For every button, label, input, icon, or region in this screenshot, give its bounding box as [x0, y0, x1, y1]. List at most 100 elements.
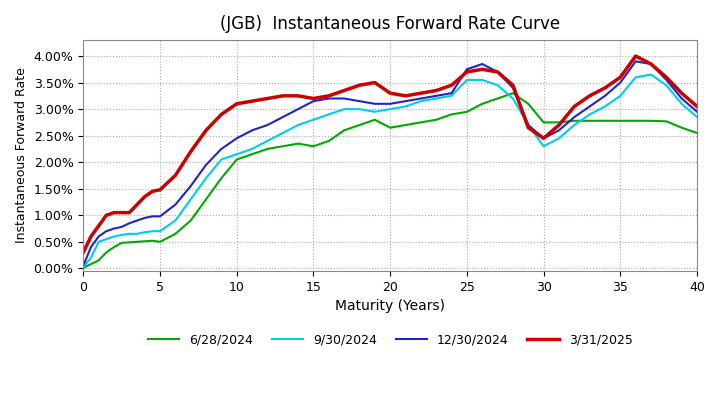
9/30/2024: [233, 152, 241, 157]
12/30/2024: [401, 99, 410, 104]
3/31/2025: [233, 101, 241, 106]
6/28/2024: [508, 91, 517, 96]
Legend: 6/28/2024, 9/30/2024, 12/30/2024, 3/31/2025: 6/28/2024, 9/30/2024, 12/30/2024, 3/31/2…: [143, 328, 637, 351]
9/30/2024: [417, 99, 426, 104]
3/31/2025: [585, 93, 594, 98]
6/28/2024: [109, 244, 118, 249]
6/28/2024: [148, 238, 157, 243]
3/31/2025: [156, 187, 164, 192]
9/30/2024: [79, 265, 88, 270]
6/28/2024: [233, 157, 241, 162]
6/28/2024: [94, 258, 103, 263]
3/31/2025: [94, 223, 103, 228]
6/28/2024: [524, 101, 533, 106]
3/31/2025: [186, 149, 195, 154]
12/30/2024: [202, 162, 210, 167]
12/30/2024: [662, 77, 671, 82]
6/28/2024: [693, 131, 701, 136]
6/28/2024: [156, 239, 164, 244]
3/31/2025: [263, 96, 271, 101]
6/28/2024: [554, 120, 563, 125]
6/28/2024: [309, 144, 318, 149]
12/30/2024: [524, 123, 533, 128]
9/30/2024: [109, 234, 118, 239]
12/30/2024: [432, 93, 441, 98]
12/30/2024: [263, 123, 271, 128]
3/31/2025: [140, 194, 149, 199]
3/31/2025: [678, 91, 686, 96]
12/30/2024: [86, 244, 95, 249]
9/30/2024: [325, 112, 333, 117]
12/30/2024: [309, 99, 318, 104]
3/31/2025: [171, 173, 180, 178]
3/31/2025: [570, 104, 579, 109]
9/30/2024: [102, 236, 111, 241]
9/30/2024: [148, 228, 157, 234]
12/30/2024: [585, 104, 594, 109]
6/28/2024: [478, 101, 487, 106]
6/28/2024: [616, 118, 625, 123]
12/30/2024: [79, 263, 88, 268]
12/30/2024: [570, 115, 579, 120]
3/31/2025: [539, 136, 548, 141]
6/28/2024: [171, 231, 180, 236]
12/30/2024: [233, 136, 241, 141]
12/30/2024: [279, 115, 287, 120]
6/28/2024: [79, 265, 88, 270]
12/30/2024: [478, 61, 487, 66]
12/30/2024: [462, 67, 471, 72]
6/28/2024: [417, 120, 426, 125]
3/31/2025: [508, 83, 517, 88]
6/28/2024: [631, 118, 640, 123]
3/31/2025: [462, 69, 471, 74]
3/31/2025: [117, 210, 126, 215]
9/30/2024: [371, 109, 379, 114]
6/28/2024: [355, 123, 364, 128]
6/28/2024: [325, 139, 333, 144]
6/28/2024: [125, 240, 134, 245]
Title: (JGB)  Instantaneous Forward Rate Curve: (JGB) Instantaneous Forward Rate Curve: [220, 15, 560, 33]
3/31/2025: [401, 93, 410, 98]
3/31/2025: [294, 93, 302, 98]
3/31/2025: [309, 96, 318, 101]
9/30/2024: [600, 104, 609, 109]
6/28/2024: [86, 262, 95, 267]
12/30/2024: [140, 215, 149, 220]
3/31/2025: [432, 88, 441, 93]
3/31/2025: [148, 189, 157, 194]
9/30/2024: [478, 77, 487, 82]
3/31/2025: [109, 210, 118, 215]
9/30/2024: [647, 72, 655, 77]
3/31/2025: [554, 123, 563, 128]
3/31/2025: [340, 88, 348, 93]
6/28/2024: [585, 118, 594, 123]
9/30/2024: [539, 144, 548, 149]
3/31/2025: [202, 128, 210, 133]
9/30/2024: [340, 107, 348, 112]
6/28/2024: [340, 128, 348, 133]
Line: 3/31/2025: 3/31/2025: [84, 56, 697, 252]
12/30/2024: [340, 96, 348, 101]
6/28/2024: [202, 197, 210, 202]
12/30/2024: [600, 93, 609, 98]
9/30/2024: [171, 218, 180, 223]
9/30/2024: [132, 231, 141, 236]
12/30/2024: [102, 228, 111, 234]
9/30/2024: [94, 239, 103, 244]
3/31/2025: [417, 91, 426, 96]
9/30/2024: [279, 131, 287, 136]
9/30/2024: [616, 93, 625, 98]
Line: 9/30/2024: 9/30/2024: [84, 75, 697, 267]
6/28/2024: [386, 125, 395, 130]
Y-axis label: Instantaneous Forward Rate: Instantaneous Forward Rate: [15, 68, 28, 244]
12/30/2024: [217, 147, 225, 152]
3/31/2025: [616, 75, 625, 80]
6/28/2024: [263, 147, 271, 152]
3/31/2025: [102, 213, 111, 218]
9/30/2024: [493, 83, 502, 88]
12/30/2024: [554, 128, 563, 133]
9/30/2024: [508, 96, 517, 101]
9/30/2024: [186, 197, 195, 202]
9/30/2024: [585, 112, 594, 117]
3/31/2025: [524, 125, 533, 130]
